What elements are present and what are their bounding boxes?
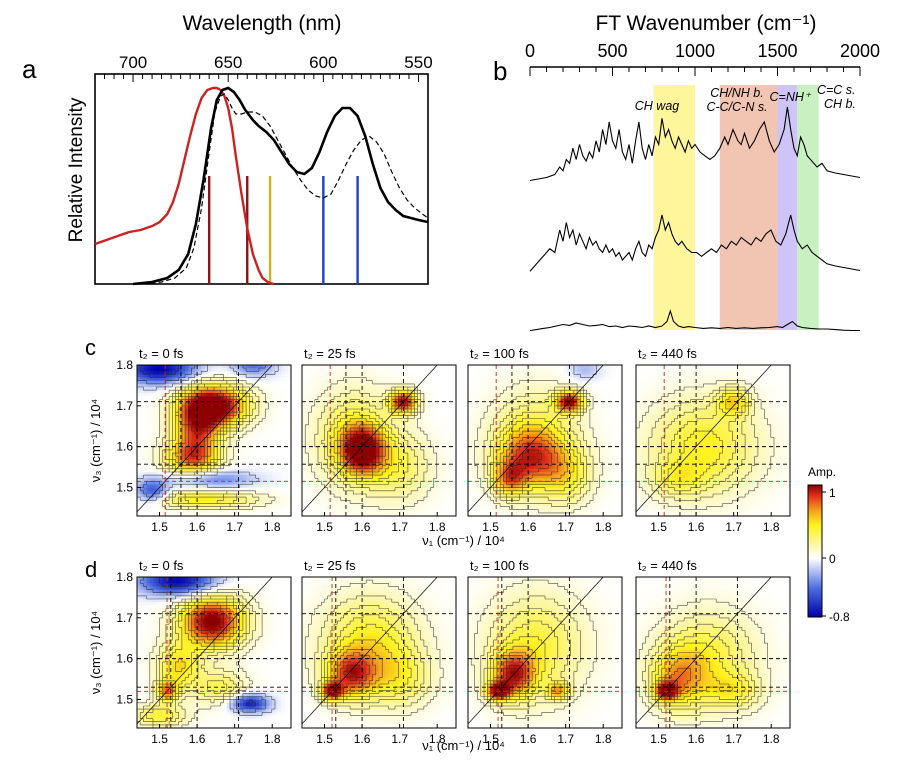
panel-b-xtick-label: 1000 — [675, 41, 715, 61]
panel-letter-c: c — [85, 335, 96, 360]
panel-letter-d: d — [85, 557, 97, 582]
panel-a-xtick-label: 650 — [214, 53, 242, 72]
panel-c-xtick-label: 1.5 — [151, 520, 168, 534]
panel-c-xtick-label: 1.5 — [316, 520, 333, 534]
panel-c-xtick-label: 1.6 — [189, 520, 206, 534]
panel-c-xtick-label: 1.6 — [354, 520, 371, 534]
panel-b-band — [654, 85, 695, 330]
panel-c-frame-title: t₂ = 100 fs — [470, 346, 529, 361]
panel-b-title: FT Wavenumber (cm⁻¹) — [595, 12, 816, 35]
panel-a-reference-line — [143, 94, 428, 284]
panel-b-xtick-label: 1500 — [757, 41, 797, 61]
panel-b-band — [720, 85, 778, 330]
panel-letter-b: b — [493, 56, 507, 86]
panel-c-xtick-label: 1.7 — [391, 520, 408, 534]
panel-c-frame-title: t₂ = 25 fs — [304, 346, 356, 361]
panel-c-xtick-label: 1.8 — [429, 520, 446, 534]
panel-c-ytick-label: 1.5 — [116, 480, 133, 494]
panel-b-band-label: C=C s. CH b. — [817, 83, 859, 111]
panel-a-title: Wavelength (nm) — [182, 12, 341, 35]
panel-c-heatmap — [468, 365, 623, 517]
panel-a: Wavelength (nm) Relative Intensity 700 65… — [66, 12, 433, 284]
panel-a-xtick-label: 700 — [119, 53, 147, 72]
panel-b-xtick-label: 0 — [525, 41, 535, 61]
panel-b-band — [778, 85, 798, 330]
panel-c: ν₃ (cm⁻¹) / 10⁴ ν₁ (cm⁻¹) / 10⁴ t₂ = 0 fs 1… — [88, 346, 791, 548]
panel-letter-a: a — [22, 54, 37, 84]
panel-c-xtick-label: 1.7 — [226, 520, 243, 534]
panel-c-frame-title: t₂ = 0 fs — [139, 346, 184, 361]
panel-b-band — [797, 85, 818, 330]
panel-c-xlabel: ν₁ (cm⁻¹) / 10⁴ — [422, 533, 505, 548]
panel-c-ylabel: ν₃ (cm⁻¹) / 10⁴ — [88, 399, 103, 482]
panel-a-ylabel: Relative Intensity — [66, 97, 87, 242]
panel-b-band-label: CH/NH b.C-C/C-N s. — [706, 86, 767, 114]
panel-b: FT Wavenumber (cm⁻¹) 0 500 1000 1500 2000 CH… — [525, 12, 880, 331]
panel-a-xtick-label: 550 — [404, 53, 432, 72]
panel-b-xtick-label: 500 — [597, 41, 627, 61]
panel-c-ytick-label: 1.8 — [116, 358, 133, 372]
panel-c-map: t₂ = 25 fs 1.5 1.6 1.7 1.8 — [302, 346, 457, 534]
panel-c-ytick-label: 1.6 — [116, 440, 133, 454]
panel-c-xtick-label: 1.8 — [264, 520, 281, 534]
panel-c-map: t₂ = 0 fs 1.5 1.6 1.7 1.8 1.5 1.6 1.7 1.8 — [116, 346, 291, 534]
panel-b-band-label: C=NH⁺ — [770, 90, 812, 104]
panel-b-band-label: CH wag — [635, 99, 680, 113]
panel-c-heatmap — [302, 365, 457, 517]
panel-c-ytick-label: 1.7 — [116, 399, 133, 413]
panel-b-xtick-label: 2000 — [840, 41, 880, 61]
panel-c-heatmap — [137, 365, 292, 517]
panel-a-xtick-label: 600 — [309, 53, 337, 72]
